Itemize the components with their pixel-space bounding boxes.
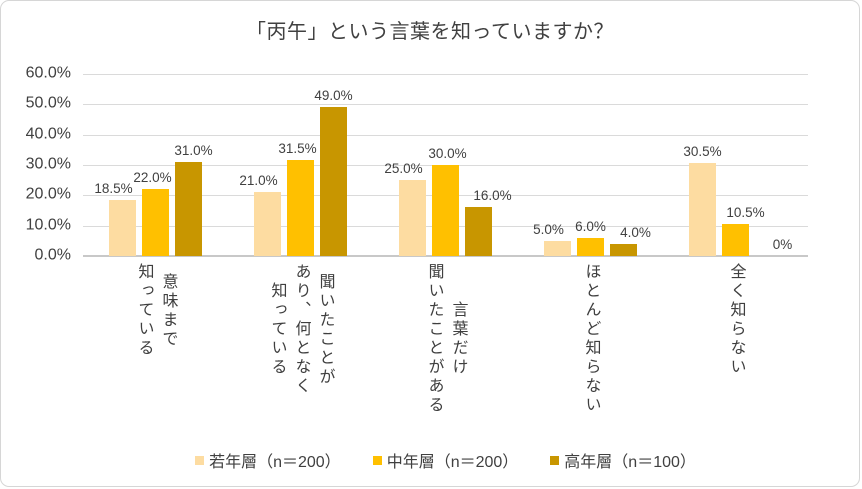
bar-value-label: 30.0% — [428, 146, 467, 161]
bar-value-label: 10.5% — [726, 205, 765, 221]
y-axis-tick-label: 20.0% — [25, 185, 71, 203]
bar-series2-cat1 — [142, 189, 169, 256]
legend-item-3: 高年層（n＝100） — [550, 448, 696, 472]
bar-value-label: 25.0% — [384, 161, 423, 177]
y-axis-tick-label: 10.0% — [25, 216, 71, 234]
legend-item-label: 若年層（n＝200） — [209, 454, 341, 471]
legend-item-2: 中年層（n＝200） — [372, 448, 519, 472]
x-axis-category-label-line: 聞いたことが — [316, 272, 334, 387]
legend-item-label: 高年層（n＝100） — [564, 454, 696, 471]
bar-series1-cat1 — [109, 199, 136, 256]
bar-series1-cat5 — [689, 163, 716, 256]
bar-value-label: 6.0% — [575, 218, 606, 234]
bar-series3-cat4 — [610, 243, 637, 256]
x-axis-category-label-line: ほとんど知らない — [582, 263, 600, 415]
bar-value-label: 16.0% — [473, 188, 512, 204]
bar-series2-cat2 — [287, 160, 314, 256]
bar-series1-cat4 — [544, 240, 571, 256]
bar-value-label: 0% — [772, 237, 793, 252]
bar-value-label: 4.0% — [620, 224, 651, 240]
y-axis-tick-label: 60.0% — [25, 64, 71, 82]
gridline — [83, 74, 808, 75]
legend-item-label: 中年層（n＝200） — [386, 454, 519, 471]
gridline — [83, 104, 808, 106]
x-axis-category-label: 聞いたことが あり、何となく 知っている — [265, 263, 337, 396]
y-axis-tick-label: 0.0% — [34, 246, 71, 264]
x-axis-category-label: 意味まで 知っている — [132, 263, 180, 358]
x-axis-baseline — [83, 255, 808, 257]
y-axis-tick-label: 50.0% — [25, 94, 71, 112]
legend-item-1: 若年層（n＝200） — [195, 448, 341, 472]
y-axis-tick-label: 40.0% — [25, 125, 71, 143]
bar-value-label: 21.0% — [239, 173, 278, 189]
x-axis-category-label-line: 知っている — [135, 263, 153, 358]
bar-series3-cat2 — [320, 107, 347, 256]
bar-value-label: 5.0% — [533, 221, 564, 237]
legend-color-swatch-icon — [195, 455, 205, 465]
chart-title: 「丙午」という言葉を知っていますか？ — [246, 21, 614, 43]
legend-color-swatch-icon — [550, 455, 560, 465]
legend: 若年層（n＝200） 中年層（n＝200） 高年層（n＝100） — [83, 448, 808, 472]
bar-series3-cat1 — [175, 161, 202, 256]
x-axis-category-label-line: 知っている — [268, 282, 286, 377]
bar-value-label: 49.0% — [314, 88, 353, 104]
bar-value-label: 31.0% — [174, 142, 213, 158]
x-axis-category-label: 全く知らない — [724, 263, 748, 377]
bar-value-label: 30.5% — [683, 144, 722, 160]
x-axis-category-label-line: 言葉だけ — [449, 301, 467, 377]
bar-series2-cat3 — [432, 165, 459, 256]
legend-color-swatch-icon — [372, 455, 382, 465]
x-axis-category-label-line: 全く知らない — [727, 263, 745, 377]
x-axis-category-label: 言葉だけ 聞いたことがある — [422, 263, 470, 415]
x-axis-category-label: ほとんど知らない — [579, 263, 603, 415]
gridline — [83, 134, 808, 136]
bar-series1-cat3 — [399, 180, 426, 256]
bar-series1-cat2 — [254, 192, 281, 256]
bar-series3-cat3 — [465, 207, 492, 256]
x-axis-category-label-line: 聞いたことがある — [425, 263, 443, 415]
x-axis-category-label-line: あり、何となく — [292, 263, 310, 396]
bar-series2-cat5 — [722, 224, 749, 256]
y-axis-tick-label: 30.0% — [25, 155, 71, 173]
bar-series2-cat4 — [577, 237, 604, 256]
bar-value-label: 31.5% — [278, 141, 317, 157]
bar-value-label: 18.5% — [94, 180, 133, 196]
x-axis-category-label-line: 意味まで — [159, 272, 177, 349]
bar-value-label: 22.0% — [133, 170, 172, 186]
